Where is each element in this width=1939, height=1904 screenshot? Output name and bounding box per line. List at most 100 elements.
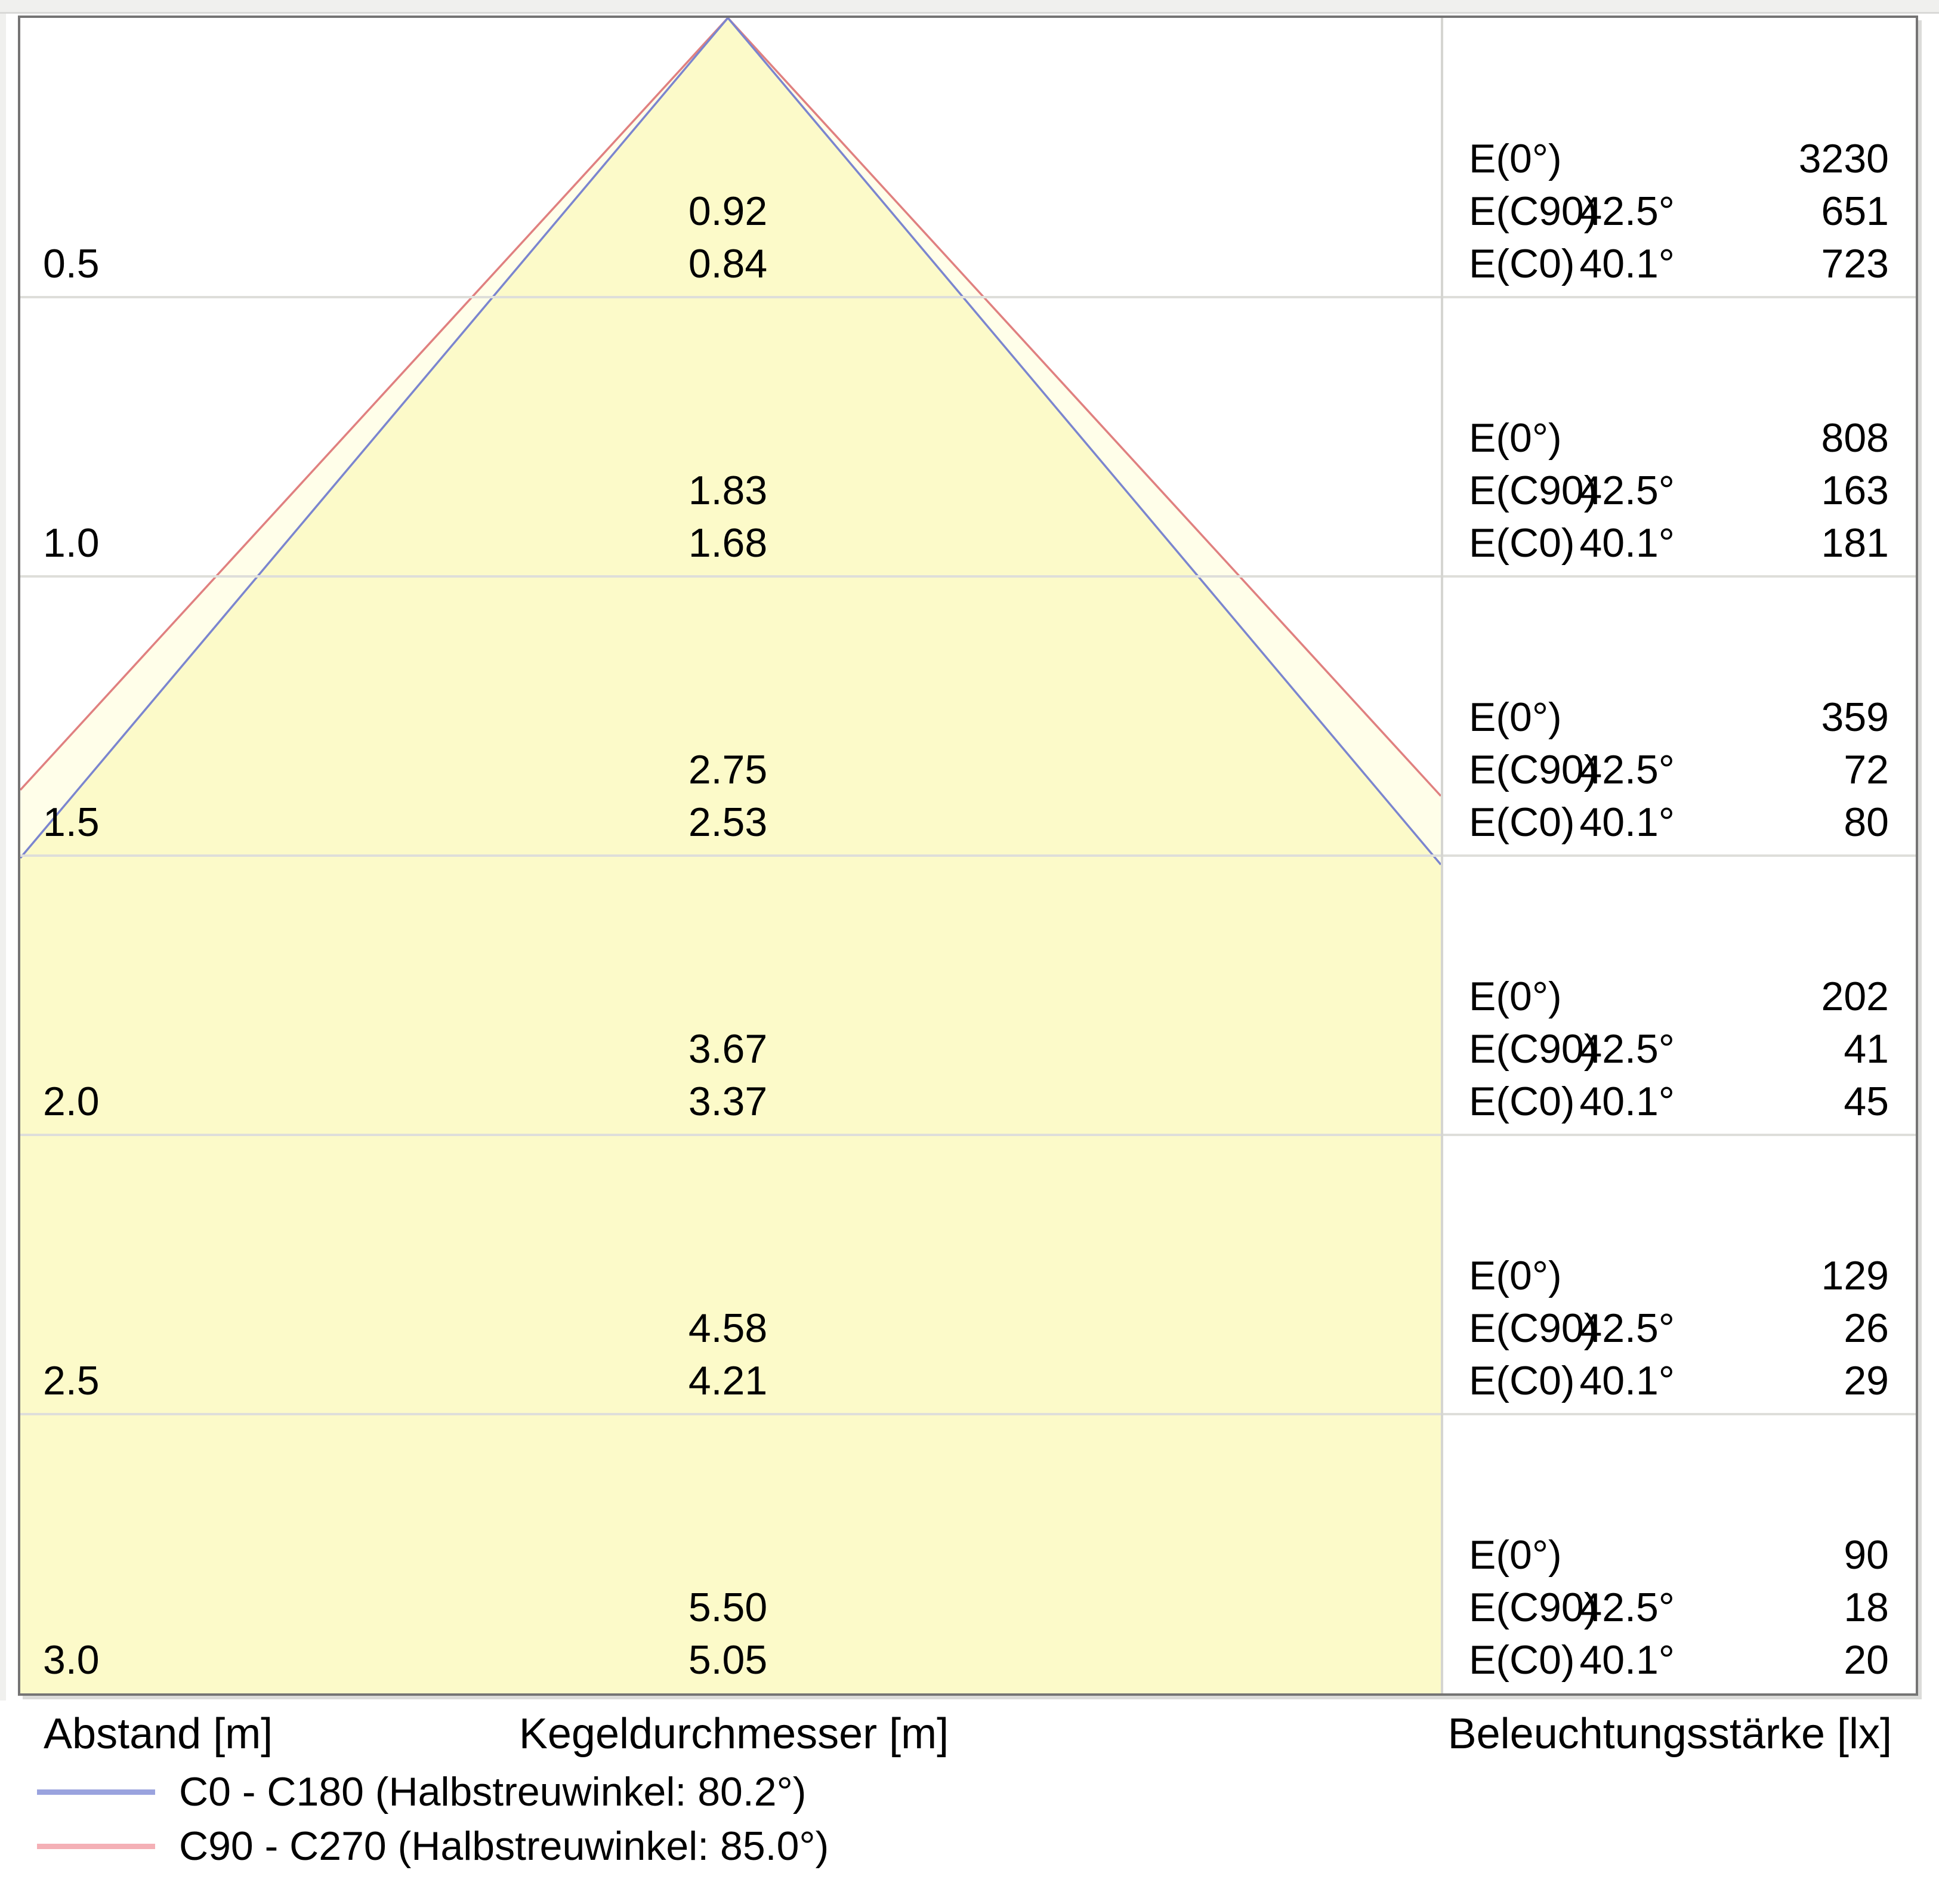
cone-diameter-c0-value: 4.21	[688, 1358, 768, 1403]
cone-diameter-values: 1.83 1.68	[549, 464, 907, 569]
illuminance-label: E(0°)	[1469, 1532, 1562, 1578]
axis-label-beleuchtungsstaerke: Beleuchtungsstärke [lx]	[1447, 1710, 1892, 1758]
cone-diameter-c90-value: 4.58	[688, 1306, 768, 1351]
illuminance-line: E(0°) 129	[1446, 1249, 1916, 1302]
row-divider	[20, 1134, 1916, 1136]
cone-line-c0-c180	[20, 18, 1441, 866]
illuminance-angle: 40.1°	[1579, 241, 1675, 286]
illuminance-value: 18	[1844, 1585, 1889, 1630]
row-divider	[20, 575, 1916, 578]
illuminance-angle: 40.1°	[1579, 1637, 1675, 1683]
illuminance-value: 20	[1844, 1637, 1889, 1683]
legend-label-c90-c270: C90 - C270 (Halbstreuwinkel: 85.0°)	[179, 1823, 829, 1869]
cone-diameter-c0-value: 0.84	[688, 241, 768, 286]
row-divider	[20, 1413, 1916, 1415]
cone-diameter-c90-value: 2.75	[688, 747, 768, 792]
illuminance-line: E(0°) 3230	[1446, 132, 1916, 185]
distance-label: 1.5	[43, 800, 100, 845]
illuminance-value: 45	[1844, 1079, 1889, 1124]
illuminance-line: E(C90) 42.5° 18	[1446, 1581, 1916, 1634]
illuminance-label: E(C0)	[1469, 1358, 1575, 1403]
cone-diameter-values: 3.67 3.37	[549, 1023, 907, 1128]
illuminance-label: E(0°)	[1469, 1253, 1562, 1298]
legend-line-c0-c180	[37, 1789, 155, 1795]
illuminance-line: E(0°) 90	[1446, 1529, 1916, 1581]
illuminance-label: E(C90)	[1469, 1306, 1598, 1351]
legend-line-c90-c270	[37, 1844, 155, 1849]
illuminance-line: E(C90) 42.5° 41	[1446, 1023, 1916, 1075]
illuminance-value: 202	[1821, 974, 1889, 1019]
light-cone-chart: 0.5 0.92 0.84 E(0°) 3230 E(C90) 42.5° 65…	[18, 16, 1918, 1696]
cone-diameter-values: 5.50 5.05	[549, 1581, 907, 1686]
illuminance-angle: 42.5°	[1579, 1306, 1675, 1351]
panel-divider	[1441, 18, 1443, 1693]
illuminance-line: E(C90) 42.5° 163	[1446, 464, 1916, 517]
illuminance-line: E(C0) 40.1° 723	[1446, 237, 1916, 290]
distance-label: 3.0	[43, 1637, 100, 1683]
illuminance-value: 808	[1821, 415, 1889, 461]
cone-diameter-c0-value: 2.53	[688, 800, 768, 845]
row-divider	[20, 854, 1916, 857]
cone-diameter-c90-value: 0.92	[688, 189, 768, 234]
illuminance-label: E(0°)	[1469, 415, 1562, 461]
cone-diameter-c0-value: 5.05	[688, 1637, 768, 1683]
illuminance-angle: 40.1°	[1579, 800, 1675, 845]
illuminance-value: 181	[1821, 520, 1889, 566]
illuminance-label: E(C90)	[1469, 189, 1598, 234]
illuminance-line: E(C0) 40.1° 80	[1446, 796, 1916, 848]
illuminance-angle: 40.1°	[1579, 520, 1675, 566]
cone-diameter-values: 4.58 4.21	[549, 1302, 907, 1407]
distance-label: 0.5	[43, 241, 100, 286]
illuminance-value: 26	[1844, 1306, 1889, 1351]
cone-diameter-c0-value: 1.68	[688, 520, 768, 566]
illuminance-label: E(C90)	[1469, 747, 1598, 792]
illuminance-line: E(C90) 42.5° 72	[1446, 743, 1916, 796]
illuminance-label: E(C0)	[1469, 1079, 1575, 1124]
illuminance-angle: 42.5°	[1579, 747, 1675, 792]
illuminance-angle: 40.1°	[1579, 1358, 1675, 1403]
illuminance-table: E(0°) 129 E(C90) 42.5° 26 E(C0) 40.1° 29	[1446, 1249, 1916, 1407]
illuminance-value: 90	[1844, 1532, 1889, 1578]
illuminance-label: E(C0)	[1469, 800, 1575, 845]
illuminance-label: E(0°)	[1469, 695, 1562, 740]
window-top-edge	[0, 0, 1939, 14]
illuminance-angle: 42.5°	[1579, 1585, 1675, 1630]
illuminance-value: 3230	[1798, 136, 1889, 181]
illuminance-label: E(C90)	[1469, 1585, 1598, 1630]
illuminance-line: E(C0) 40.1° 45	[1446, 1075, 1916, 1128]
illuminance-label: E(0°)	[1469, 974, 1562, 1019]
cone-diameter-values: 0.92 0.84	[549, 185, 907, 290]
illuminance-value: 359	[1821, 695, 1889, 740]
distance-label: 2.0	[43, 1079, 100, 1124]
illuminance-line: E(0°) 202	[1446, 970, 1916, 1023]
illuminance-table: E(0°) 202 E(C90) 42.5° 41 E(C0) 40.1° 45	[1446, 970, 1916, 1128]
illuminance-label: E(C0)	[1469, 520, 1575, 566]
cone-diameter-c90-value: 3.67	[688, 1026, 768, 1072]
cone-diameter-c0-value: 3.37	[688, 1079, 768, 1124]
axis-label-abstand: Abstand [m]	[44, 1710, 273, 1758]
illuminance-line: E(0°) 808	[1446, 412, 1916, 464]
illuminance-angle: 42.5°	[1579, 189, 1675, 234]
illuminance-value: 651	[1821, 189, 1889, 234]
illuminance-line: E(C90) 42.5° 26	[1446, 1302, 1916, 1354]
illuminance-angle: 40.1°	[1579, 1079, 1675, 1124]
illuminance-value: 80	[1844, 800, 1889, 845]
illuminance-table: E(0°) 808 E(C90) 42.5° 163 E(C0) 40.1° 1…	[1446, 412, 1916, 569]
illuminance-value: 72	[1844, 747, 1889, 792]
window-left-edge	[0, 14, 6, 1701]
cone-diameter-c90-value: 5.50	[688, 1585, 768, 1630]
illuminance-value: 29	[1844, 1358, 1889, 1403]
illuminance-label: E(C0)	[1469, 1637, 1575, 1683]
cone-diameter-values: 2.75 2.53	[549, 743, 907, 848]
cone-diameter-c90-value: 1.83	[688, 468, 768, 513]
illuminance-value: 41	[1844, 1026, 1889, 1072]
illuminance-line: E(C0) 40.1° 181	[1446, 517, 1916, 569]
illuminance-line: E(C0) 40.1° 29	[1446, 1354, 1916, 1407]
axis-label-kegeldurchmesser: Kegeldurchmesser [m]	[518, 1710, 949, 1758]
row-divider	[20, 296, 1916, 298]
illuminance-table: E(0°) 3230 E(C90) 42.5° 651 E(C0) 40.1° …	[1446, 132, 1916, 290]
illuminance-label: E(C90)	[1469, 468, 1598, 513]
illuminance-table: E(0°) 90 E(C90) 42.5° 18 E(C0) 40.1° 20	[1446, 1529, 1916, 1686]
illuminance-label: E(C0)	[1469, 241, 1575, 286]
illuminance-value: 723	[1821, 241, 1889, 286]
